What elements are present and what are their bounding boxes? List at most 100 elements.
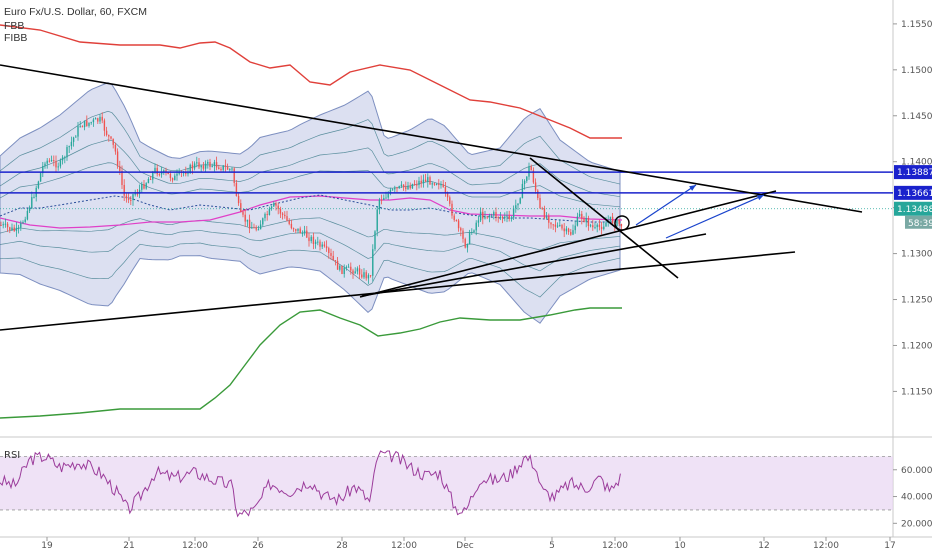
candle-body: [259, 224, 262, 230]
candle-body: [537, 190, 539, 198]
candle-body: [160, 171, 163, 175]
candle-body: [325, 246, 328, 249]
candle-body: [182, 172, 185, 174]
candle-body: [484, 216, 486, 219]
candle-body: [466, 243, 469, 248]
candle-body: [319, 241, 321, 247]
candle-body: [53, 160, 55, 162]
candle-body: [279, 208, 282, 214]
candle-body: [288, 220, 290, 224]
candle-body: [235, 182, 238, 197]
candle-body: [163, 170, 165, 172]
candle-body: [229, 169, 231, 171]
candle-body: [378, 199, 381, 210]
focus-circle: [614, 215, 630, 231]
candle-body: [374, 231, 376, 250]
candle-body: [303, 230, 306, 234]
candle-body: [292, 228, 295, 230]
time-tick-label: 5: [549, 541, 555, 550]
candle-body: [523, 180, 526, 184]
trendline: [0, 64, 863, 213]
candle-body: [77, 126, 79, 137]
candle-body: [187, 173, 189, 175]
fib-band-line: [0, 229, 621, 272]
last-price-badge: [894, 201, 932, 216]
candle-body: [490, 215, 493, 217]
time-tick-label: 21: [123, 541, 134, 550]
candle-body: [31, 197, 33, 208]
candle-body: [64, 157, 66, 159]
candle-body: [273, 203, 275, 207]
candle-body: [266, 213, 268, 216]
candle-body: [317, 241, 319, 243]
candle-body: [385, 197, 387, 199]
price-tick-label: 1.15500: [901, 20, 932, 30]
candle-body: [600, 226, 603, 230]
candle-body: [97, 118, 99, 122]
candle-body: [253, 227, 255, 229]
candle-body: [589, 225, 592, 227]
candle-body: [281, 213, 284, 215]
candle-body: [174, 175, 176, 181]
candle-body: [460, 228, 462, 231]
candle-body: [200, 165, 202, 168]
candle-body: [356, 268, 359, 272]
candle-body: [0, 225, 2, 226]
candle-body: [574, 225, 576, 231]
candle-body: [83, 120, 86, 128]
candle-body: [156, 167, 158, 175]
projection-arrow-2: [665, 194, 765, 239]
candle-body: [28, 207, 31, 211]
time-tick-label: 26: [252, 541, 264, 550]
candle-body: [493, 212, 495, 216]
candle-body: [198, 162, 200, 168]
candle-body: [427, 177, 429, 182]
time-tick-label: 28: [336, 541, 348, 550]
candle-body: [301, 233, 304, 235]
candle-body: [413, 184, 416, 186]
candle-body: [572, 230, 574, 235]
candle-body: [213, 162, 216, 166]
candle-body: [556, 225, 559, 227]
candle-body: [405, 187, 407, 190]
time-tick-label: Dec: [456, 541, 473, 550]
candle-body: [125, 195, 128, 199]
candle-body: [424, 179, 427, 182]
candle-body: [501, 216, 504, 219]
candle-body: [90, 122, 92, 124]
candle-body: [563, 228, 565, 232]
candle-body: [418, 180, 420, 186]
price-tick-label: 1.12500: [901, 296, 932, 306]
candle-body: [453, 215, 455, 221]
candle-body: [295, 229, 297, 231]
candle-body: [339, 265, 341, 270]
candle-body: [561, 225, 563, 229]
time-tick-label: 10: [674, 541, 686, 550]
candle-body: [240, 203, 242, 212]
time-tick-label: 12:00: [391, 541, 417, 550]
countdown-label: 58:39: [908, 219, 932, 229]
price-badge: [894, 185, 932, 200]
candle-body: [123, 184, 125, 196]
candle-body: [248, 219, 251, 229]
candle-body: [389, 189, 392, 194]
candle-body: [468, 232, 471, 244]
candle-body: [204, 163, 207, 169]
candle-body: [341, 265, 343, 274]
candle-body: [449, 197, 451, 204]
fib-band-line: [0, 110, 621, 185]
candle-body: [237, 196, 240, 204]
candle-body: [609, 216, 612, 221]
rsi-band-fill: [0, 456, 893, 510]
candle-body: [61, 157, 64, 161]
candle-body: [88, 122, 90, 126]
candle-body: [515, 205, 517, 209]
candle-body: [512, 208, 515, 218]
candle-body: [605, 222, 607, 227]
price-badge-label: 1.13887: [897, 168, 932, 178]
candle-body: [596, 224, 598, 228]
candle-body: [231, 168, 233, 170]
upper-fib-line: [0, 24, 622, 139]
candle-body: [541, 208, 543, 210]
